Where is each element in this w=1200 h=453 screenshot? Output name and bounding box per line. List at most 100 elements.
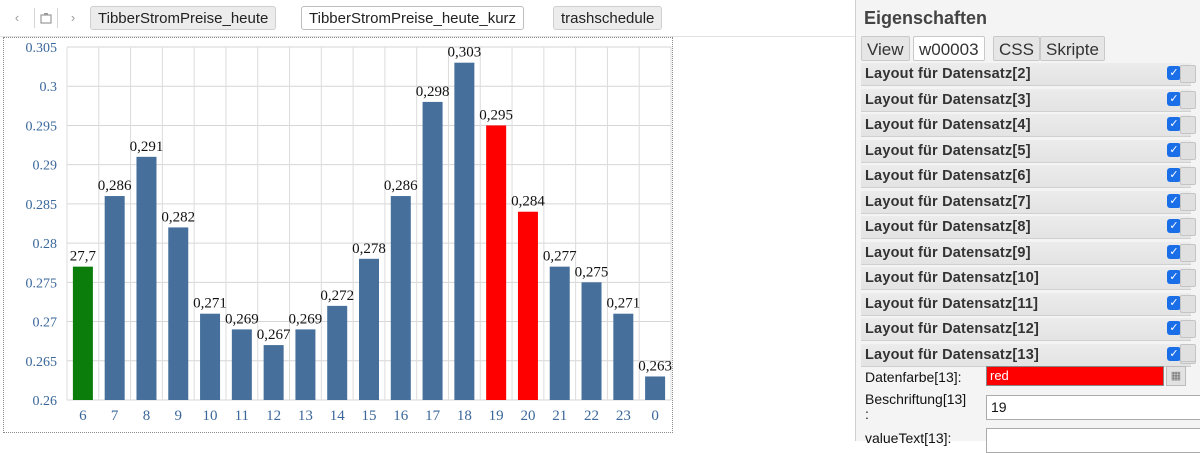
row-side-button[interactable] [1180,320,1196,338]
editor-tab-bar: ‹ › TibberStromPreise_heute TibberStromP… [0,0,855,37]
y-tick-label: 0.29 [33,159,58,174]
data-label: 0,298 [416,84,450,100]
bar [422,101,443,401]
layout-row-checkbox[interactable]: ✓ [1167,91,1181,106]
tab-skripte[interactable]: Skripte [1040,36,1105,61]
layout-row[interactable]: Layout für Datensatz[8] ✓ [861,216,1191,239]
datenfarbe-input[interactable]: red [986,366,1164,386]
bar [72,266,93,400]
tab-tibber-heute-kurz[interactable]: TibberStromPreise_heute_kurz [301,6,525,30]
row-side-button[interactable] [1180,269,1196,287]
data-label: 0,286 [384,178,418,194]
data-label: 0,272 [320,288,354,304]
layout-row-checkbox[interactable]: ✓ [1167,244,1181,259]
x-tick-label: 14 [330,408,346,424]
x-tick-label: 9 [175,408,183,424]
layout-row[interactable]: Layout für Datensatz[13] ✓ [861,343,1191,367]
x-tick-label: 18 [457,408,472,424]
panel-side-button[interactable] [1180,344,1196,362]
row-side-button[interactable] [1180,192,1196,211]
layout-row-label: Layout für Datensatz[3] [865,91,1031,108]
row-side-button[interactable] [1180,116,1196,134]
tab-trashschedule[interactable]: trashschedule [553,6,663,30]
layout-row[interactable]: Layout für Datensatz[2] ✓ [861,63,1191,86]
layout-row-checkbox[interactable]: ✓ [1167,270,1181,284]
x-tick-label: 6 [79,408,87,424]
x-tick-label: 15 [362,408,377,424]
tab-view[interactable]: View [861,36,910,61]
layout-row-label: Layout für Datensatz[11] [865,295,1039,312]
beschriftung-input[interactable]: 19 [986,395,1200,420]
layout-row[interactable]: Layout für Datensatz[11] ✓ [861,292,1191,316]
x-tick-label: 17 [425,408,441,424]
layout-row-checkbox[interactable]: ✓ [1167,66,1181,80]
x-tick-label: 16 [393,408,409,424]
valuetext-label: valueText[13]: [865,430,952,446]
x-tick-label: 7 [111,408,119,424]
row-side-button[interactable] [1180,65,1196,83]
data-label: 0,286 [98,178,132,194]
layout-row-label: Layout für Datensatz[6] [865,168,1031,184]
datenfarbe-label: Datenfarbe[13]: [865,369,962,385]
layout-row-label: Layout für Datensatz[13] [865,346,1039,363]
y-tick-label: 0.285 [26,198,58,213]
chart-widget[interactable]: 0.305 0.3 0.295 0.29 0.285 0.28 0.275 0.27 0.265… [3,37,673,433]
forward-icon[interactable]: › [70,10,76,25]
layout-row-checkbox[interactable]: ✓ [1167,295,1181,310]
row-side-button[interactable] [1180,218,1196,236]
x-tick-label: 11 [235,408,249,424]
y-tick-label: 0.305 [26,41,58,56]
layout-row-checkbox[interactable]: ✓ [1167,321,1181,335]
y-tick-label: 0.3 [40,80,58,95]
tab-widget-w00003[interactable]: w00003 [913,36,985,61]
layout-row-checkbox[interactable]: ✓ [1167,168,1181,182]
x-tick-label: 10 [203,408,218,424]
row-side-button[interactable] [1180,294,1196,313]
layout-row[interactable]: Layout für Datensatz[9] ✓ [861,241,1191,265]
layout-row[interactable]: Layout für Datensatz[12] ✓ [861,318,1191,341]
layout-row[interactable]: Layout für Datensatz[3] ✓ [861,88,1191,112]
layout-row[interactable]: Layout für Datensatz[10] ✓ [861,267,1191,290]
bar [359,258,379,400]
layout-row[interactable]: Layout für Datensatz[7] ✓ [861,190,1191,214]
row-side-button[interactable] [1180,167,1196,185]
folder-icon[interactable] [34,8,58,28]
panel-title: Eigenschaften [864,8,988,28]
tab-css[interactable]: CSS [993,36,1040,61]
data-label: 0,271 [606,296,640,312]
bar [263,345,284,400]
bar [613,313,634,400]
row-side-button[interactable] [1180,90,1196,109]
x-tick-label: 23 [616,408,631,424]
bar [581,282,602,400]
layout-row-checkbox[interactable]: ✓ [1167,117,1181,131]
layout-row[interactable]: Layout für Datensatz[5] ✓ [861,139,1191,163]
bar-chart: 0.305 0.3 0.295 0.29 0.285 0.28 0.275 0.27 0.265… [26,41,672,424]
bar [295,329,316,400]
layout-row-checkbox[interactable]: ✓ [1167,219,1181,233]
data-label: 0,269 [225,311,259,327]
bar [645,376,666,400]
x-tick-label: 19 [489,408,504,424]
layout-row[interactable]: Layout für Datensatz[6] ✓ [861,165,1191,188]
data-label: 0,267 [257,327,291,343]
color-picker-icon[interactable]: ▦ [1166,366,1186,386]
layout-row-checkbox[interactable]: ✓ [1167,142,1181,157]
back-icon[interactable]: ‹ [14,10,20,25]
data-label: 27,7 [70,249,97,265]
beschriftung-label: Beschriftung[13] [865,391,967,407]
x-tick-label: 20 [520,408,535,424]
tab-tibber-heute[interactable]: TibberStromPreise_heute [90,6,277,30]
layout-row-checkbox[interactable]: ✓ [1167,193,1181,208]
layout-row[interactable]: Layout für Datensatz[4] ✓ [861,114,1191,137]
layout-row-label: Layout für Datensatz[2] [865,66,1031,82]
y-tick-label: 0.27 [33,316,58,331]
row-side-button[interactable] [1180,141,1196,160]
x-tick-label: 22 [584,408,599,424]
layout-row-label: Layout für Datensatz[10] [865,270,1039,286]
data-label: 0,269 [289,311,323,327]
data-label: 0,282 [161,209,195,225]
layout-row-label: Layout für Datensatz[12] [865,321,1039,337]
row-side-button[interactable] [1180,243,1196,262]
layout-row-checkbox[interactable]: ✓ [1167,346,1181,361]
